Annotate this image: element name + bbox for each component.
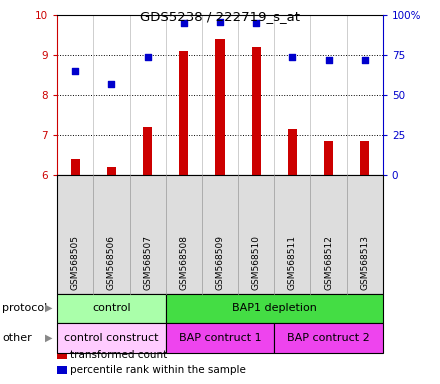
Text: BAP contruct 1: BAP contruct 1 — [179, 333, 261, 343]
Bar — [252, 47, 260, 175]
Text: GSM568508: GSM568508 — [180, 235, 188, 290]
Text: BAP1 depletion: BAP1 depletion — [232, 303, 317, 313]
Bar — [143, 127, 152, 175]
Text: protocol: protocol — [2, 303, 48, 313]
Text: GSM568511: GSM568511 — [288, 235, 297, 290]
Bar — [180, 51, 188, 175]
Text: GSM568513: GSM568513 — [360, 235, 369, 290]
Text: BAP contruct 2: BAP contruct 2 — [287, 333, 370, 343]
Point — [361, 57, 368, 63]
Bar — [360, 141, 369, 175]
Text: percentile rank within the sample: percentile rank within the sample — [70, 365, 246, 375]
Text: GDS5238 / 222719_s_at: GDS5238 / 222719_s_at — [140, 10, 300, 23]
Bar — [324, 141, 333, 175]
Bar — [216, 39, 224, 175]
Bar — [71, 159, 80, 175]
Text: ▶: ▶ — [45, 333, 53, 343]
Text: control: control — [92, 303, 131, 313]
Point — [72, 68, 79, 74]
Text: GSM568512: GSM568512 — [324, 235, 333, 290]
Text: GSM568506: GSM568506 — [107, 235, 116, 290]
Point — [253, 20, 260, 26]
Point — [216, 19, 224, 25]
Point — [144, 54, 151, 60]
Text: control construct: control construct — [64, 333, 159, 343]
Point — [180, 20, 187, 26]
Text: GSM568507: GSM568507 — [143, 235, 152, 290]
Text: GSM568509: GSM568509 — [216, 235, 224, 290]
Text: other: other — [2, 333, 32, 343]
Point — [108, 81, 115, 87]
Point — [289, 54, 296, 60]
Text: transformed count: transformed count — [70, 350, 168, 360]
Bar — [107, 167, 116, 175]
Bar — [288, 129, 297, 175]
Text: GSM568505: GSM568505 — [71, 235, 80, 290]
Point — [325, 57, 332, 63]
Text: ▶: ▶ — [45, 303, 53, 313]
Text: GSM568510: GSM568510 — [252, 235, 260, 290]
